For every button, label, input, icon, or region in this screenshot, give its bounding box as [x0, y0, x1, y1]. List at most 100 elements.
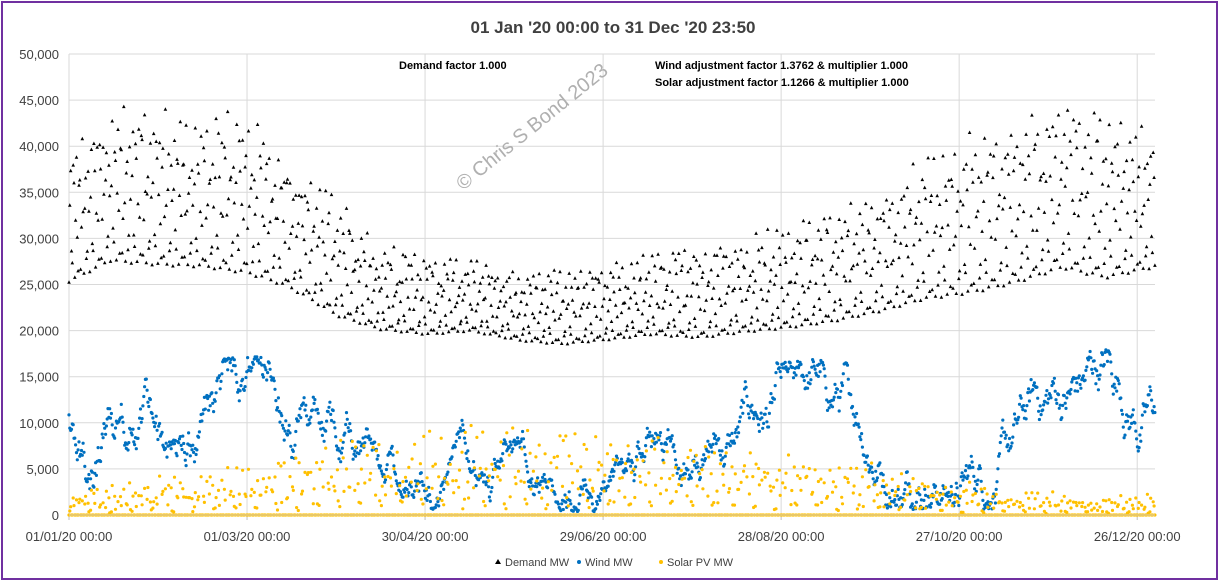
- demand-point: [1105, 275, 1110, 280]
- demand-point: [1036, 206, 1041, 210]
- demand-point: [202, 158, 207, 163]
- demand-point: [295, 290, 300, 294]
- solar-point: [466, 480, 470, 484]
- wind-point: [1060, 416, 1064, 420]
- wind-point: [919, 498, 924, 502]
- demand-point: [1068, 139, 1072, 143]
- demand-point: [97, 142, 102, 147]
- wind-point: [1147, 393, 1151, 397]
- wind-point: [679, 483, 683, 488]
- demand-point: [683, 303, 688, 307]
- solar-point: [176, 496, 180, 500]
- demand-point: [1070, 198, 1075, 202]
- demand-point: [207, 181, 212, 185]
- wind-point: [1096, 374, 1100, 378]
- demand-point: [394, 289, 399, 294]
- solar-point: [95, 487, 99, 492]
- wind-point: [148, 397, 152, 402]
- wind-point: [275, 408, 279, 412]
- demand-point: [280, 281, 285, 285]
- demand-point: [1129, 253, 1134, 257]
- wind-point: [724, 445, 728, 449]
- demand-point: [769, 267, 773, 272]
- demand-point: [224, 260, 228, 265]
- demand-point: [655, 301, 659, 306]
- solar-point: [1137, 500, 1141, 505]
- demand-point: [584, 326, 588, 331]
- demand-point: [775, 228, 779, 232]
- demand-point: [256, 241, 261, 246]
- demand-point: [1050, 124, 1055, 129]
- solar-point: [303, 470, 307, 474]
- wind-point: [1022, 404, 1026, 408]
- solar-point: [722, 483, 726, 487]
- demand-point: [437, 324, 442, 328]
- wind-point: [709, 445, 713, 449]
- wind-point: [698, 476, 703, 480]
- demand-point: [647, 303, 652, 307]
- demand-point: [156, 192, 161, 197]
- wind-point: [846, 377, 850, 381]
- wind-point: [276, 396, 280, 400]
- wind-point: [238, 389, 242, 393]
- demand-point: [1097, 229, 1101, 233]
- wind-point: [407, 491, 411, 495]
- solar-point: [223, 498, 227, 502]
- demand-point: [656, 252, 660, 256]
- demand-point: [317, 235, 321, 239]
- demand-point: [201, 145, 206, 150]
- demand-point: [338, 216, 343, 220]
- demand-point: [838, 297, 842, 301]
- solar-point: [1104, 499, 1108, 503]
- solar-point: [113, 507, 118, 511]
- demand-point: [1088, 255, 1092, 259]
- demand-point: [746, 328, 751, 333]
- wind-point: [192, 450, 196, 454]
- demand-point: [1084, 194, 1088, 199]
- x-tick-label: 26/12/20 00:00: [1094, 529, 1181, 544]
- wind-point: [104, 432, 108, 436]
- demand-point: [1098, 117, 1102, 122]
- demand-point: [729, 318, 733, 322]
- solar-point: [291, 488, 295, 492]
- wind-point: [285, 433, 290, 437]
- solar-point: [760, 478, 764, 482]
- demand-point: [702, 308, 707, 313]
- demand-point: [320, 219, 325, 223]
- demand-point: [452, 326, 457, 330]
- wind-point: [1049, 396, 1053, 400]
- wind-point: [271, 376, 275, 380]
- solar-point: [576, 487, 580, 491]
- demand-point: [824, 227, 829, 232]
- demand-point: [931, 248, 935, 252]
- demand-point: [794, 324, 798, 329]
- wind-point: [759, 411, 763, 415]
- demand-point: [102, 260, 107, 265]
- demand-point: [1020, 250, 1024, 255]
- wind-point: [860, 445, 865, 449]
- demand-point: [583, 333, 587, 338]
- demand-point: [131, 129, 135, 134]
- demand-point: [1149, 234, 1154, 238]
- solar-point: [706, 494, 710, 498]
- demand-point: [969, 283, 974, 287]
- demand-point: [904, 243, 909, 247]
- wind-point: [682, 462, 686, 466]
- solar-point: [855, 466, 859, 470]
- demand-point: [1011, 168, 1016, 173]
- wind-point: [173, 438, 177, 443]
- demand-point: [749, 321, 753, 325]
- wind-point: [933, 484, 938, 488]
- demand-point: [476, 301, 480, 306]
- demand-point: [960, 292, 964, 296]
- demand-point: [726, 331, 730, 335]
- wind-point: [1086, 358, 1090, 362]
- demand-point: [843, 219, 847, 224]
- solar-point: [836, 508, 840, 513]
- wind-point: [840, 383, 845, 388]
- wind-point: [1029, 378, 1033, 382]
- wind-point: [786, 367, 791, 371]
- solar-point: [228, 493, 232, 497]
- wind-point: [1130, 421, 1134, 425]
- demand-point: [594, 314, 599, 318]
